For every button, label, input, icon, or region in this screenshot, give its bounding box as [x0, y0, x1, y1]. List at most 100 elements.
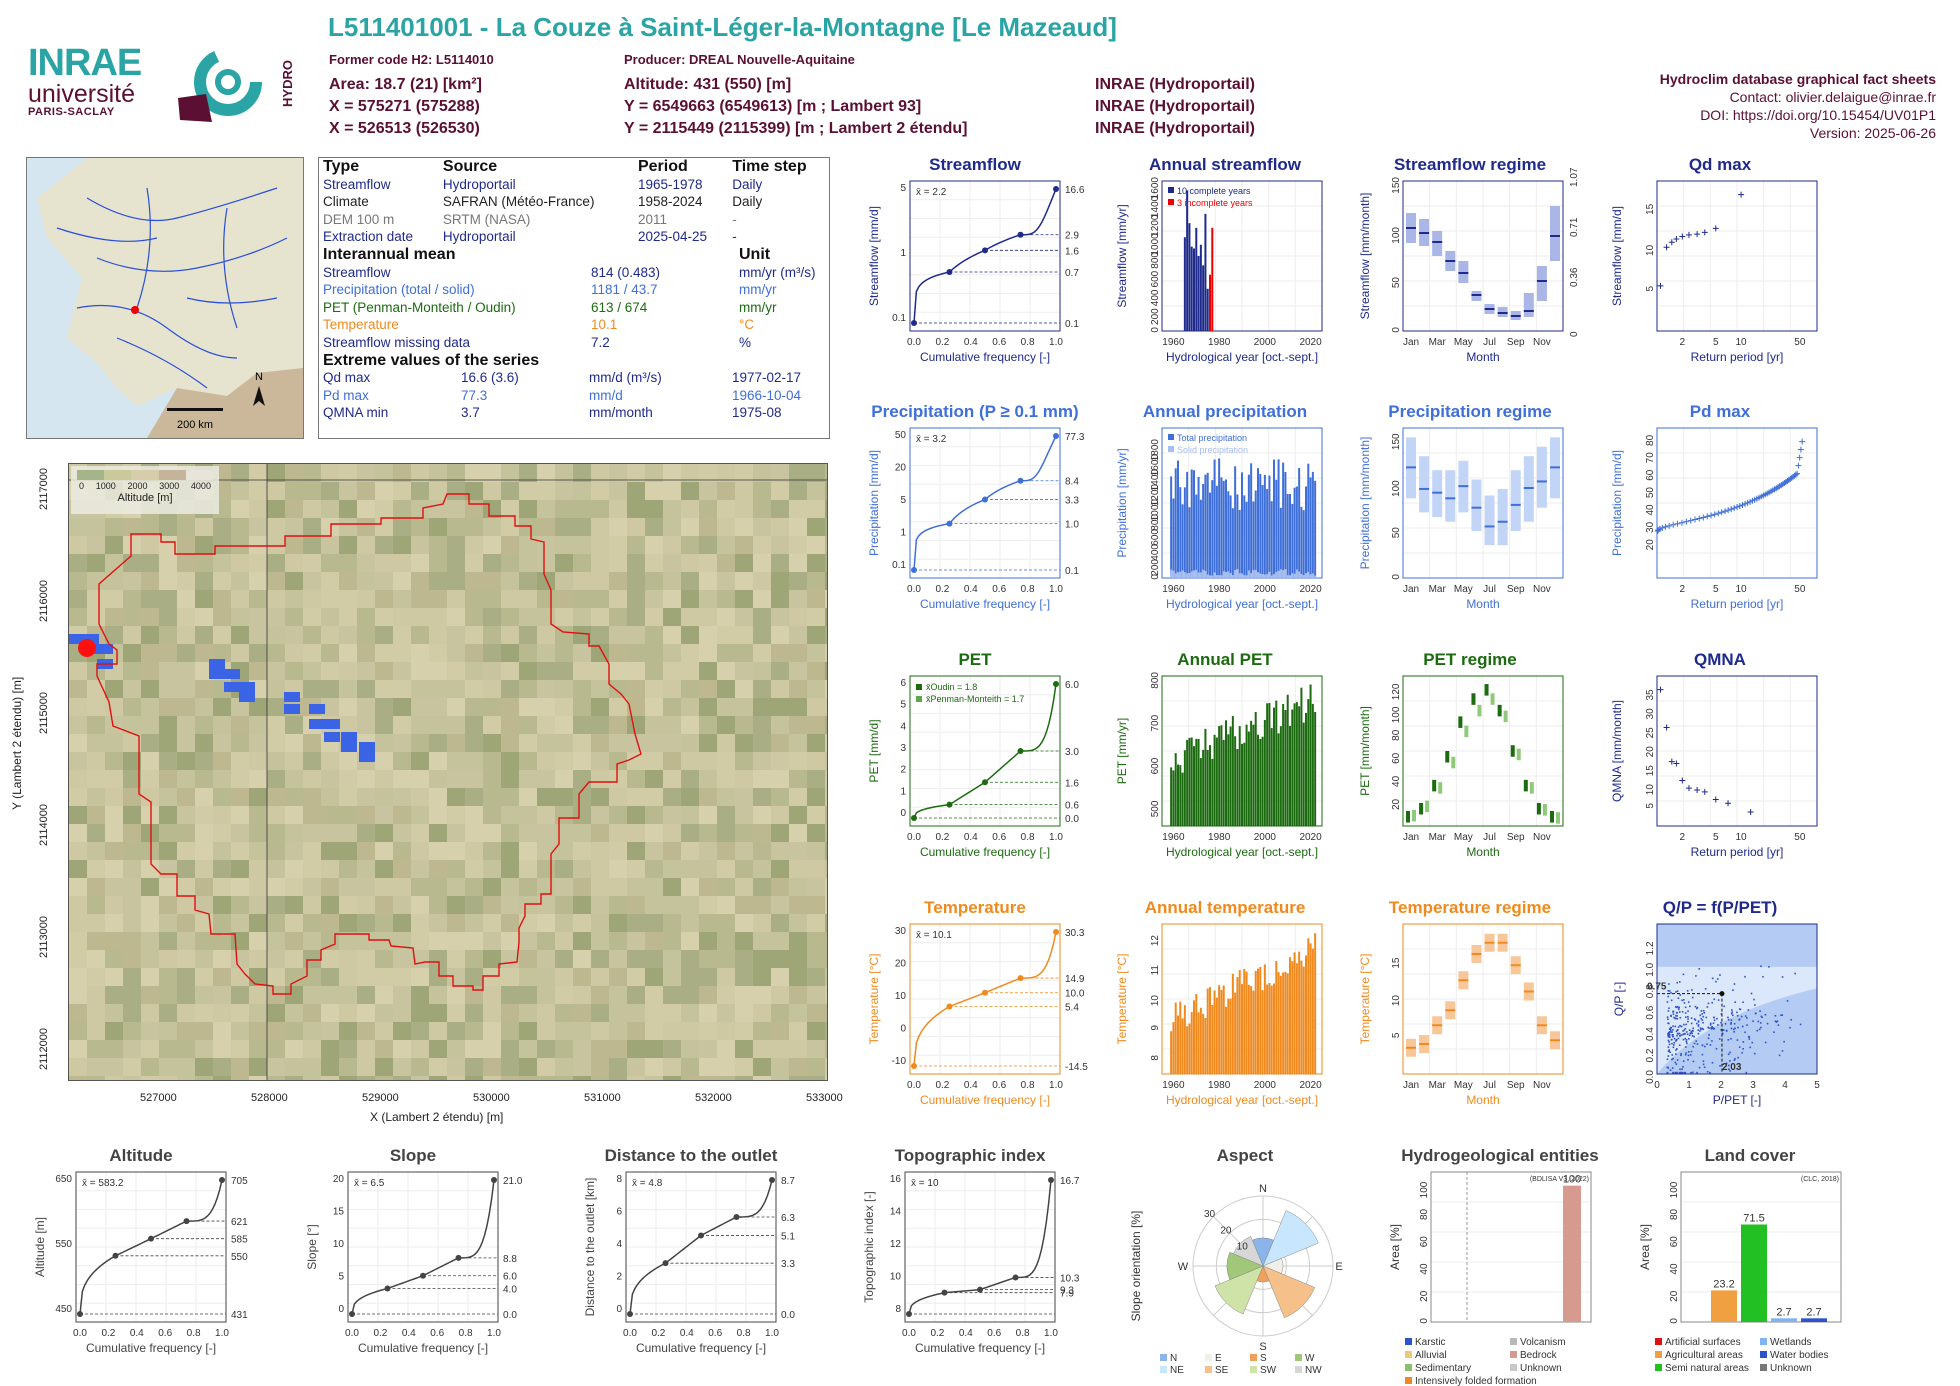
legend-label: Solid precipitation	[1177, 445, 1248, 455]
dem-cell	[123, 734, 141, 752]
chart-svg: 16.710.39.37.9x̄ = 100.0 0.2 0.4 0.6 0.8 1.08…	[862, 1171, 1080, 1355]
data-point	[1730, 1037, 1732, 1040]
bar-secondary	[1197, 572, 1200, 578]
quantile-point	[1017, 748, 1024, 754]
dem-cell	[267, 824, 285, 842]
right-tick-label: 0.0	[1065, 814, 1079, 825]
dem-cell	[699, 968, 717, 986]
dem-cell	[213, 788, 231, 806]
y-tick-label: 0	[1391, 327, 1402, 333]
dem-cell	[303, 752, 321, 770]
bar	[1202, 483, 1205, 578]
data-point	[1676, 1015, 1678, 1017]
data-point	[1677, 997, 1680, 1000]
x-axis-label: P/PET [-]	[1713, 1093, 1761, 1107]
river-cell	[309, 704, 325, 714]
bar	[1186, 190, 1189, 331]
dem-cell	[87, 734, 105, 752]
y-tick-label: 60	[1419, 1236, 1430, 1248]
x-tick-label: 0.0	[907, 584, 921, 595]
dem-cell	[141, 986, 159, 1004]
regime-box	[1523, 779, 1528, 792]
data-point	[1700, 1010, 1703, 1012]
dem-cell	[555, 1040, 573, 1058]
dem-cell	[699, 752, 717, 770]
plot-frame	[75, 1171, 227, 1323]
dem-cell	[807, 590, 825, 608]
legend-label: Karstic	[1415, 1337, 1446, 1348]
dem-cell	[591, 662, 609, 680]
y-axis-label: Precipitation [mm/d]	[1610, 450, 1624, 556]
bar	[1771, 1318, 1797, 1322]
dem-cell	[177, 752, 195, 770]
dem-cell	[663, 518, 681, 536]
legend-tick: 4000	[190, 481, 211, 491]
dem-cell	[213, 554, 231, 572]
bar	[1289, 957, 1291, 1074]
data-point	[1730, 1021, 1732, 1024]
bar-secondary	[1188, 572, 1191, 578]
dem-cell	[735, 464, 753, 482]
y-tick-label: 20	[333, 1174, 345, 1185]
x-tick-label: Nov	[1533, 337, 1551, 348]
data-point	[1727, 1016, 1729, 1019]
dem-cell	[609, 536, 627, 554]
dem-cell	[825, 878, 827, 896]
dem-cell	[375, 608, 393, 626]
dem-cell	[501, 572, 519, 590]
legend-swatch	[1168, 446, 1174, 452]
dem-cell	[771, 968, 789, 986]
dem-cell	[141, 518, 159, 536]
dem-cell	[123, 680, 141, 698]
dem-cell	[105, 842, 123, 860]
plot-frame	[909, 427, 1061, 579]
data-point	[1711, 1040, 1713, 1042]
dem-cell	[105, 1022, 123, 1040]
dem-cell	[411, 698, 429, 716]
dem-cell	[339, 896, 357, 914]
dem-cell	[699, 644, 717, 662]
dem-cell	[195, 608, 213, 626]
dem-cell	[465, 626, 483, 644]
dem-cell	[807, 608, 825, 626]
data-point	[1753, 998, 1755, 1001]
cell: SAFRAN (Météo-France)	[442, 194, 595, 210]
data-point	[1733, 1022, 1736, 1025]
dem-cell	[789, 500, 807, 518]
dem-cell	[627, 824, 645, 842]
data-point	[1697, 1029, 1700, 1031]
dem-cell	[573, 626, 591, 644]
dem-cell	[69, 896, 87, 914]
dem-cell	[699, 698, 717, 716]
x-axis-label: Cumulative frequency [-]	[920, 845, 1050, 859]
bar	[1298, 706, 1301, 826]
bar-secondary	[1243, 575, 1246, 578]
y-tick-label: 8	[1150, 1055, 1161, 1061]
river-cell	[284, 704, 300, 714]
dem-cell	[771, 590, 789, 608]
x-tick-label: 50	[1794, 337, 1806, 348]
data-point	[1673, 235, 1680, 242]
dem-cell	[321, 1040, 339, 1058]
data-point	[1680, 1053, 1683, 1055]
bar	[1257, 468, 1259, 578]
dem-cell	[249, 482, 267, 500]
dem-cell	[375, 590, 393, 608]
dem-cell	[645, 698, 663, 716]
dem-cell	[159, 698, 177, 716]
bar-secondary	[1282, 570, 1285, 578]
data-point	[1776, 1020, 1779, 1023]
dem-cell	[195, 932, 213, 950]
data-point	[1741, 1051, 1743, 1054]
dem-cell	[645, 716, 663, 734]
cell: Hydroportail	[442, 176, 516, 192]
data-point	[1734, 1001, 1736, 1003]
data-point	[1694, 1019, 1697, 1021]
river-cell	[69, 634, 85, 644]
data-point	[1780, 1014, 1782, 1016]
dem-cell	[159, 968, 177, 986]
dem-cell	[177, 878, 195, 896]
dem-cell	[501, 1040, 519, 1058]
dem-cell	[465, 950, 483, 968]
dem-cell	[627, 734, 645, 752]
